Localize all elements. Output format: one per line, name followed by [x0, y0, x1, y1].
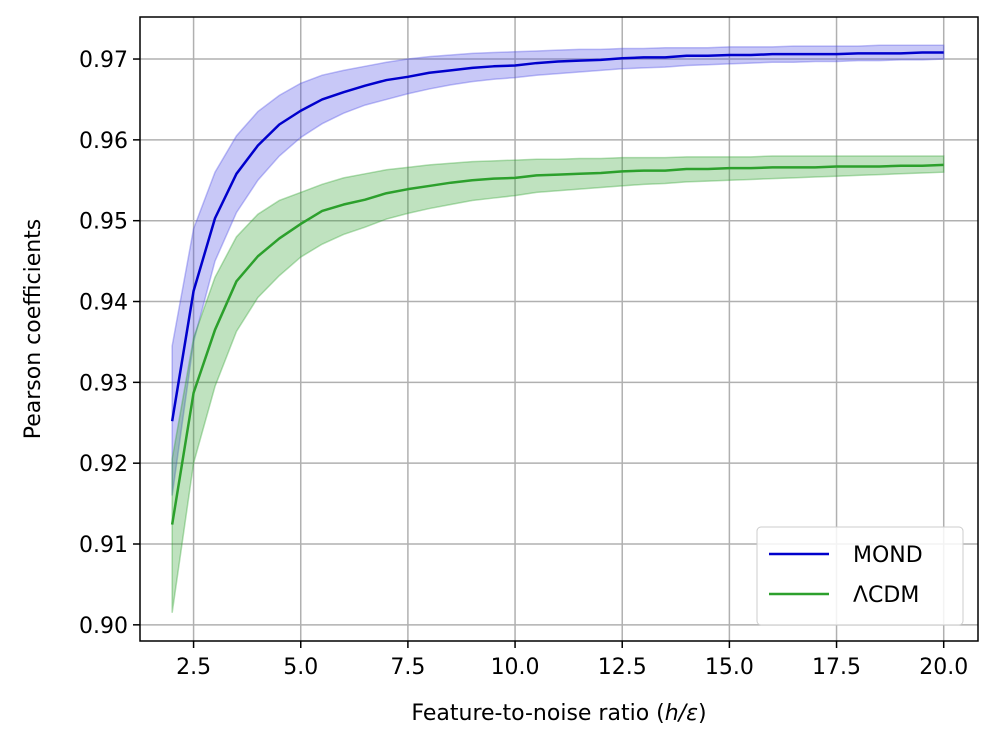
y-tick-label: 0.93 [79, 371, 128, 396]
y-tick-label: 0.97 [79, 48, 128, 73]
legend-label-mond: MOND [853, 543, 923, 568]
x-tick-label: 2.5 [176, 655, 211, 680]
plot-frame [139, 16, 979, 642]
x-tick-label: 7.5 [390, 655, 425, 680]
line-mond [170, 51, 944, 422]
legend-box [756, 526, 964, 626]
line-lcdm [170, 163, 944, 525]
x-tick-label: 20.0 [919, 655, 968, 680]
x-tick-label: 10.0 [491, 655, 540, 680]
y-tick-label: 0.94 [79, 291, 128, 316]
x-axis-label-suffix: ) [698, 701, 707, 726]
band-lcdm [171, 155, 945, 613]
legend: MOND ΛCDM [756, 526, 964, 626]
y-tick-label: 0.92 [79, 452, 128, 477]
y-tick-label: 0.90 [79, 614, 128, 639]
confidence-bands [171, 44, 945, 613]
x-tick-label: 5.0 [283, 655, 318, 680]
y-tick-label: 0.91 [79, 533, 128, 558]
x-axis-label-italic: h/ε [665, 701, 698, 726]
x-axis-label: Feature-to-noise ratio (h/ε) [411, 701, 706, 726]
band-mond [171, 44, 945, 496]
y-tick-label: 0.95 [79, 210, 128, 235]
y-axis-label: Pearson coefficients [21, 219, 46, 440]
ticks: 2.5 5.0 7.5 10.0 12.5 15.0 17.5 20.0 0.90 0.91 0.9… [79, 48, 968, 680]
y-tick-label: 0.96 [79, 129, 128, 154]
legend-label-lcdm: ΛCDM [853, 583, 919, 608]
series-lines [170, 51, 944, 525]
x-axis-label-prefix: Feature-to-noise ratio ( [411, 701, 664, 726]
x-tick-label: 12.5 [598, 655, 647, 680]
x-tick-label: 15.0 [705, 655, 754, 680]
grid [140, 17, 978, 641]
x-tick-label: 17.5 [812, 655, 861, 680]
